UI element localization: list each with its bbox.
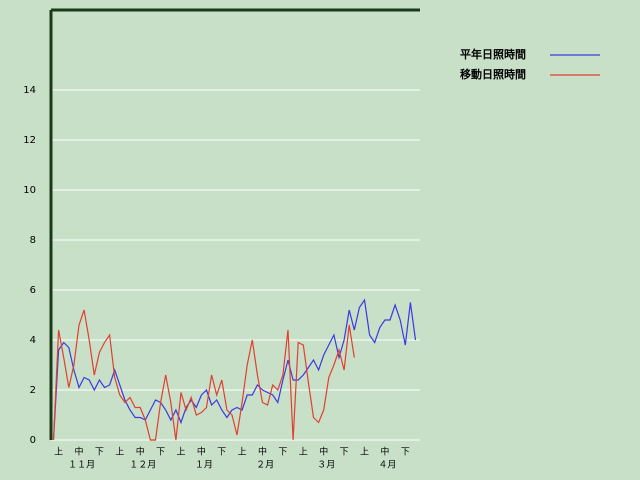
- y-tick-label: 14: [23, 85, 36, 96]
- x-tick-label: 下: [278, 448, 287, 458]
- x-tick-label: 中: [380, 446, 389, 458]
- month-label: ３月: [317, 460, 335, 471]
- y-tick-label: 12: [23, 135, 36, 146]
- x-tick-label: 下: [401, 448, 410, 458]
- legend-label: 移動日照時間: [460, 67, 526, 81]
- x-tick-label: 下: [95, 448, 104, 458]
- y-tick-label: 2: [30, 385, 36, 396]
- y-tick-label: 8: [30, 235, 36, 246]
- month-label: ２月: [256, 460, 274, 471]
- x-tick-label: 中: [75, 446, 84, 458]
- y-tick-label: 10: [23, 185, 36, 196]
- month-label: １１月: [68, 460, 95, 471]
- y-tick-label: 0: [30, 435, 36, 446]
- month-label: １月: [195, 460, 213, 471]
- series-line: [52, 309, 355, 441]
- y-tick-label: 6: [30, 285, 36, 296]
- x-tick-label: 上: [360, 447, 369, 458]
- x-tick-label: 上: [238, 447, 247, 458]
- x-tick-label: 中: [197, 446, 206, 458]
- x-tick-label: 上: [176, 447, 185, 458]
- x-tick-label: 上: [115, 447, 124, 458]
- x-tick-label: 中: [258, 446, 267, 458]
- x-tick-label: 中: [319, 446, 328, 458]
- x-tick-label: 上: [54, 447, 63, 458]
- month-label: １２月: [129, 460, 156, 471]
- month-label: ４月: [378, 460, 396, 471]
- x-tick-label: 中: [136, 446, 145, 458]
- x-tick-label: 下: [156, 448, 165, 458]
- y-tick-label: 4: [30, 335, 36, 346]
- x-tick-label: 下: [340, 448, 349, 458]
- x-tick-label: 上: [299, 447, 308, 458]
- x-tick-label: 下: [217, 448, 226, 458]
- legend-label: 平年日照時間: [460, 47, 526, 61]
